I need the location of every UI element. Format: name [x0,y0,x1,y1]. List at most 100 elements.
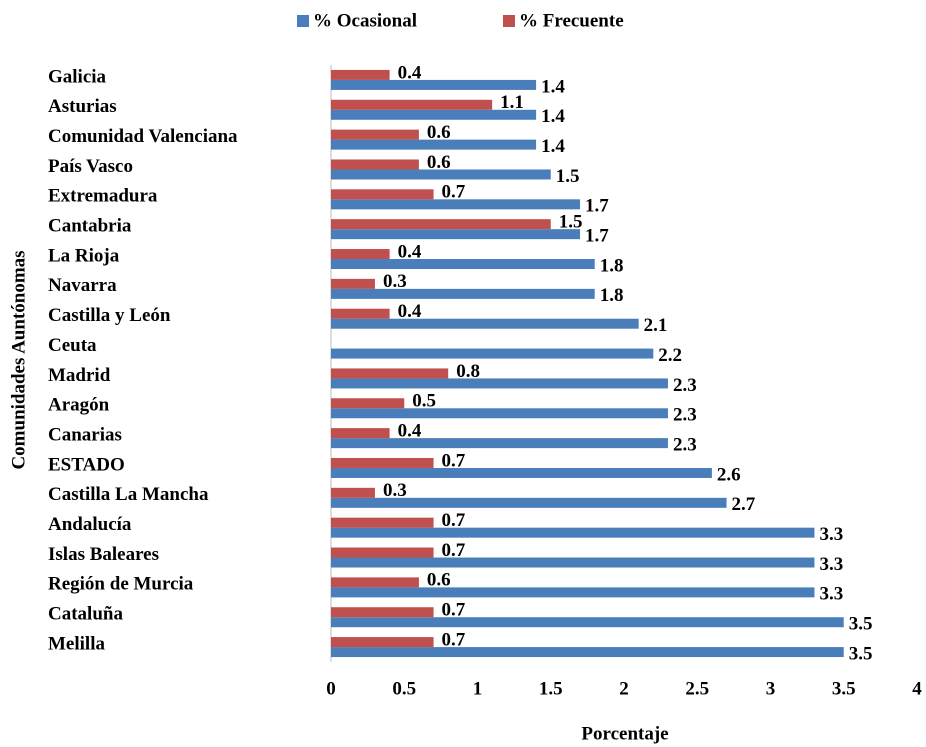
bar [331,517,434,528]
y-tick-label: Extremadura [48,186,158,207]
data-label: 1.5 [559,212,583,233]
data-label: 0.6 [427,570,451,591]
bar [331,607,434,618]
data-label: 1.5 [556,166,580,187]
y-tick-label: Castilla La Mancha [48,484,209,505]
y-tick-label: Islas Baleares [48,544,159,565]
data-label: 1.8 [600,285,624,306]
y-tick-label: Cataluña [48,604,123,625]
bar [331,278,375,289]
x-tick-label: 0.5 [392,678,416,699]
data-label: 2.2 [658,345,682,366]
x-tick-label: 3.5 [832,678,856,699]
data-label: 2.3 [673,375,697,396]
x-tick-label: 2.5 [685,678,709,699]
bar [331,169,551,180]
bar [331,497,727,508]
bar [331,129,419,140]
data-label: 1.7 [585,226,609,247]
x-tick-label: 1.5 [539,678,563,699]
bar [331,199,581,210]
y-tick-label: Madrid [48,365,111,386]
bar [331,318,639,329]
bar [331,398,405,409]
legend-label: % Frecuente [519,10,624,31]
y-tick-label: Castilla y León [48,305,171,326]
x-tick-label: 0 [326,678,336,699]
bar [331,587,815,598]
y-tick-label: Cantabria [48,216,132,237]
bar [331,288,595,299]
x-tick-label: 2 [619,678,629,699]
bar [331,527,815,538]
bar [331,457,434,468]
data-label: 2.6 [717,464,741,485]
x-axis-label: Porcentaje [581,723,668,744]
data-label: 3.5 [849,614,873,635]
data-label: 0.7 [442,540,466,561]
bar [331,109,537,120]
data-label: 3.5 [849,643,873,664]
y-tick-label: Asturias [48,96,117,117]
y-tick-label: Navarra [48,275,117,296]
bar [331,69,390,80]
x-tick-label: 4 [912,678,922,699]
bar [331,159,419,170]
y-tick-label: Melilla [48,633,105,654]
data-label: 0.3 [383,271,407,292]
data-label: 3.3 [819,584,843,605]
bar [331,378,668,389]
data-label: 1.4 [541,136,565,157]
y-tick-label: Canarias [48,424,122,445]
data-label: 1.4 [541,76,565,97]
bar [331,467,712,478]
bar [331,229,581,240]
legend-swatch [503,15,515,27]
legend-swatch [297,15,309,27]
data-label: 0.8 [456,361,480,382]
data-label: 0.3 [383,480,407,501]
bar [331,647,844,658]
data-label: 0.4 [398,241,422,262]
data-label: 2.7 [732,494,756,515]
data-label: 1.8 [600,255,624,276]
bar [331,348,654,359]
data-label: 2.3 [673,405,697,426]
bar [331,308,390,319]
bar [331,368,449,379]
y-tick-label: Comunidad Valenciana [48,126,238,147]
bar [331,408,668,419]
data-label: 0.7 [442,600,466,621]
data-label: 3.3 [819,524,843,545]
data-label: 3.3 [819,554,843,575]
y-tick-label: Aragón [48,395,110,416]
data-label: 1.1 [500,92,524,113]
bar [331,99,493,110]
data-label: 0.6 [427,152,451,173]
bar [331,219,551,230]
y-tick-label: Andalucía [48,514,132,535]
bar [331,428,390,439]
data-label: 0.7 [442,510,466,531]
bar [331,259,595,270]
data-label: 0.4 [398,62,422,83]
y-tick-label: País Vasco [48,156,133,177]
data-label: 0.4 [398,301,422,322]
bar [331,547,434,558]
bar [331,577,419,588]
data-label: 0.7 [442,450,466,471]
bar [331,438,668,449]
data-label: 0.7 [442,182,466,203]
x-tick-label: 1 [473,678,483,699]
data-label: 0.6 [427,122,451,143]
x-tick-label: 3 [766,678,776,699]
y-tick-label: La Rioja [48,245,120,266]
y-axis-label: Comunidades Auntónomas [8,250,29,469]
data-label: 2.1 [644,315,668,336]
bar [331,139,537,150]
bar [331,189,434,200]
y-tick-label: Región de Murcia [48,574,194,595]
data-label: 0.7 [442,629,466,650]
data-label: 0.4 [398,420,422,441]
